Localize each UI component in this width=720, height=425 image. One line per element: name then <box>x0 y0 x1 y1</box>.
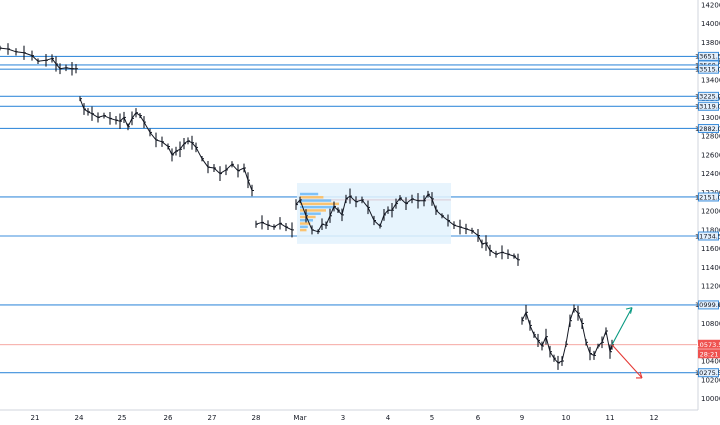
time-tick-label: 5 <box>430 414 434 422</box>
volume-profile-bar <box>300 225 308 229</box>
price-tick-label: 10800.0 <box>701 320 720 328</box>
projection-arrows <box>611 307 643 379</box>
volume-profile-bar <box>300 192 319 196</box>
volume-profile-bar <box>300 202 339 206</box>
price-series <box>0 43 614 370</box>
countdown-badge <box>698 349 720 359</box>
price-axis-labels: 13651.513560.013515.013225.013119.012882… <box>695 51 720 378</box>
time-tick-label: 3 <box>341 414 345 422</box>
volume-profile-bar <box>300 199 332 202</box>
level-badge-label: 10275.5 <box>695 369 720 377</box>
volume-profile-bar <box>300 205 334 209</box>
level-badge-label: 12151.0 <box>695 193 720 201</box>
price-tick-label: 12000.0 <box>701 208 720 216</box>
volume-profile-bar <box>300 222 311 225</box>
volume-profile-bar <box>300 209 326 212</box>
time-axis: 21 24 25 26 27 28 Mar 3 4 5 6 9 10 11 12 <box>0 409 698 422</box>
volume-profile-bar <box>300 212 321 215</box>
down-arrow-head <box>636 371 643 379</box>
range-box <box>297 183 451 244</box>
level-badge-inner <box>699 52 718 60</box>
volume-profile-bar <box>300 196 324 199</box>
time-tick-label: 24 <box>75 414 84 422</box>
level-badge-label: 11734.5 <box>695 232 720 240</box>
price-tick-label: 13000.0 <box>701 114 720 122</box>
volume-profile-bar <box>300 215 316 219</box>
price-tick-label: 11600.0 <box>701 245 720 253</box>
price-tick-label: 13400.0 <box>701 77 720 85</box>
level-badge-label: 12882.0 <box>695 125 720 133</box>
time-tick-label: 25 <box>118 414 127 422</box>
level-badge-inner <box>699 92 718 100</box>
level-badge-label: 13515.0 <box>695 65 720 73</box>
time-tick-label: 6 <box>476 414 481 422</box>
price-tick-label: 11200.0 <box>701 283 720 291</box>
level-badge-label: 10999.0 <box>695 301 720 309</box>
price-tick-label: 14000.0 <box>701 20 720 28</box>
time-tick-label: 28 <box>252 414 261 422</box>
time-tick-label: 9 <box>520 414 524 422</box>
price-tick-label: 13800.0 <box>701 39 720 47</box>
price-tick-label: 10000.0 <box>701 395 720 403</box>
level-badge-inner <box>699 232 718 240</box>
current-price-label: 10573.5 <box>696 341 720 349</box>
time-tick-label: 21 <box>31 414 40 422</box>
current-price-badge <box>698 339 720 349</box>
price-tick-label: 12400.0 <box>701 170 720 178</box>
price-tick-label: 11800.0 <box>701 226 720 234</box>
level-badge-inner <box>699 369 718 377</box>
level-badge-label: 13119.0 <box>695 103 720 111</box>
price-tick-label: 14200.0 <box>701 2 720 10</box>
countdown-label: 28:21 <box>700 350 719 358</box>
level-badge-label: 13225.0 <box>695 93 720 101</box>
price-tick-label: 12800.0 <box>701 133 720 141</box>
price-tick-label: 10200.0 <box>701 376 720 384</box>
up-arrow-line <box>611 307 633 346</box>
up-arrow-head <box>625 307 633 314</box>
range-rectangle <box>297 183 451 244</box>
level-badge-inner <box>699 102 718 110</box>
level-badge-inner <box>699 65 718 73</box>
time-tick-label: 4 <box>386 414 391 422</box>
level-badge-inner <box>699 301 718 309</box>
price-tick-label: 11400.0 <box>701 264 720 272</box>
price-tick-label: 10400.0 <box>701 358 720 366</box>
level-badge-inner <box>699 124 718 132</box>
time-tick-label: 26 <box>164 414 173 422</box>
time-tick-label: Mar <box>293 414 306 422</box>
price-tick-label: 12600.0 <box>701 151 720 159</box>
time-tick-label: 10 <box>562 414 571 422</box>
time-tick-label: 11 <box>606 414 615 422</box>
level-badge-label: 13651.5 <box>695 53 720 61</box>
time-tick-label: 27 <box>208 414 217 422</box>
level-badge-inner <box>699 193 718 201</box>
down-arrow-line <box>611 344 643 379</box>
time-tick-label: 12 <box>650 414 659 422</box>
volume-profile-bar <box>300 228 307 232</box>
